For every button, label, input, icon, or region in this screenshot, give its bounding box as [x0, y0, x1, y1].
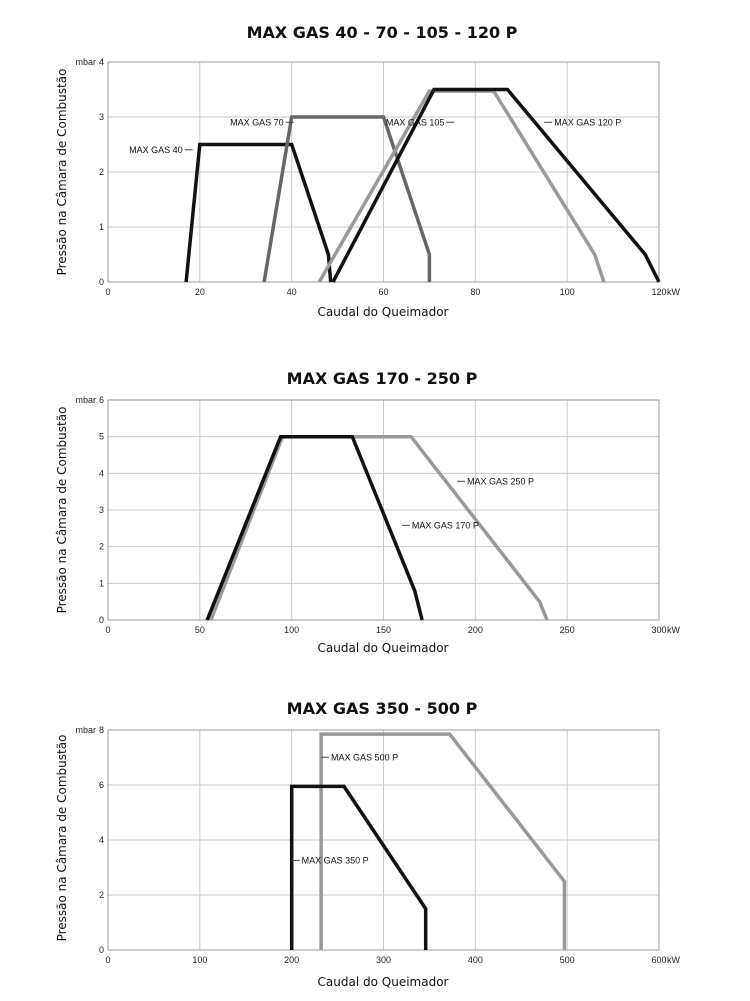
series-label: MAX GAS 70 [230, 117, 284, 127]
y-unit-label: mbar [75, 395, 96, 405]
y-tick-label: 4 [99, 57, 104, 67]
x-unit-label: kW [667, 625, 681, 635]
y-tick-label: 2 [99, 167, 104, 177]
x-tick-label: 0 [105, 287, 110, 297]
x-tick-label: 60 [378, 287, 388, 297]
series-label: MAX GAS 250 P [467, 476, 534, 486]
series-line [331, 87, 661, 283]
y-tick-label: 6 [99, 395, 104, 405]
x-unit-label: kW [667, 287, 681, 297]
x-tick-label: 120 [651, 287, 666, 297]
x-tick-label: 80 [470, 287, 480, 297]
x-tick-label: 0 [105, 955, 110, 965]
x-tick-label: 200 [284, 955, 299, 965]
y-tick-label: 1 [99, 222, 104, 232]
chart-max-gas-170-250: MAX GAS 170 - 250 P Caudal do Queimador … [55, 369, 681, 655]
x-tick-label: 100 [284, 625, 299, 635]
series-line [289, 784, 428, 950]
x-tick-label: 20 [195, 287, 205, 297]
series-label: MAX GAS 40 [129, 145, 183, 155]
y-unit-label: mbar [75, 57, 96, 67]
chart-title: MAX GAS 350 - 500 P [287, 699, 478, 718]
y-tick-label: 5 [99, 432, 104, 442]
y-tick-label: 8 [99, 725, 104, 735]
series-line [262, 115, 432, 283]
series-label: MAX GAS 120 P [554, 117, 621, 127]
x-tick-label: 300 [651, 625, 666, 635]
x-tick-label: 0 [105, 625, 110, 635]
x-axis-label: Caudal do Queimador [318, 975, 449, 989]
y-axis-label: Pressão na Câmara de Combustão [55, 407, 69, 614]
series-line [319, 732, 567, 950]
chart-max-gas-40-120: MAX GAS 40 - 70 - 105 - 120 P Caudal do … [55, 23, 681, 319]
x-tick-label: 200 [468, 625, 483, 635]
series-line [184, 142, 333, 283]
x-unit-label: kW [667, 955, 681, 965]
y-tick-label: 3 [99, 112, 104, 122]
y-tick-label: 2 [99, 542, 104, 552]
series-line [209, 434, 549, 621]
plot-frame [107, 729, 660, 951]
series-label: MAX GAS 350 P [302, 855, 369, 865]
chart-title: MAX GAS 40 - 70 - 105 - 120 P [247, 23, 518, 42]
y-tick-label: 2 [99, 890, 104, 900]
series-label: MAX GAS 500 P [331, 752, 398, 762]
x-tick-label: 600 [651, 955, 666, 965]
series-label: MAX GAS 105 [386, 117, 445, 127]
y-tick-label: 6 [99, 780, 104, 790]
y-tick-label: 3 [99, 505, 104, 515]
y-axis-label: Pressão na Câmara de Combustão [55, 735, 69, 942]
series-line [205, 434, 424, 621]
x-tick-label: 50 [195, 625, 205, 635]
x-axis-label: Caudal do Queimador [318, 305, 449, 319]
plot-frame [107, 399, 660, 621]
y-tick-label: 1 [99, 578, 104, 588]
x-tick-label: 100 [560, 287, 575, 297]
y-tick-label: 4 [99, 468, 104, 478]
plot-frame [107, 61, 660, 283]
y-tick-label: 4 [99, 835, 104, 845]
x-tick-label: 40 [287, 287, 297, 297]
x-axis-label: Caudal do Queimador [318, 641, 449, 655]
y-tick-label: 0 [99, 615, 104, 625]
x-tick-label: 250 [560, 625, 575, 635]
x-tick-label: 150 [376, 625, 391, 635]
series-label: MAX GAS 170 P [412, 520, 479, 530]
y-unit-label: mbar [75, 725, 96, 735]
x-tick-label: 400 [468, 955, 483, 965]
x-tick-label: 500 [560, 955, 575, 965]
y-tick-label: 0 [99, 945, 104, 955]
chart-max-gas-350-500: MAX GAS 350 - 500 P Caudal do Queimador … [55, 699, 681, 989]
chart-title: MAX GAS 170 - 250 P [287, 369, 478, 388]
y-tick-label: 0 [99, 277, 104, 287]
x-tick-label: 300 [376, 955, 391, 965]
x-tick-label: 100 [192, 955, 207, 965]
y-axis-label: Pressão na Câmara de Combustão [55, 69, 69, 276]
